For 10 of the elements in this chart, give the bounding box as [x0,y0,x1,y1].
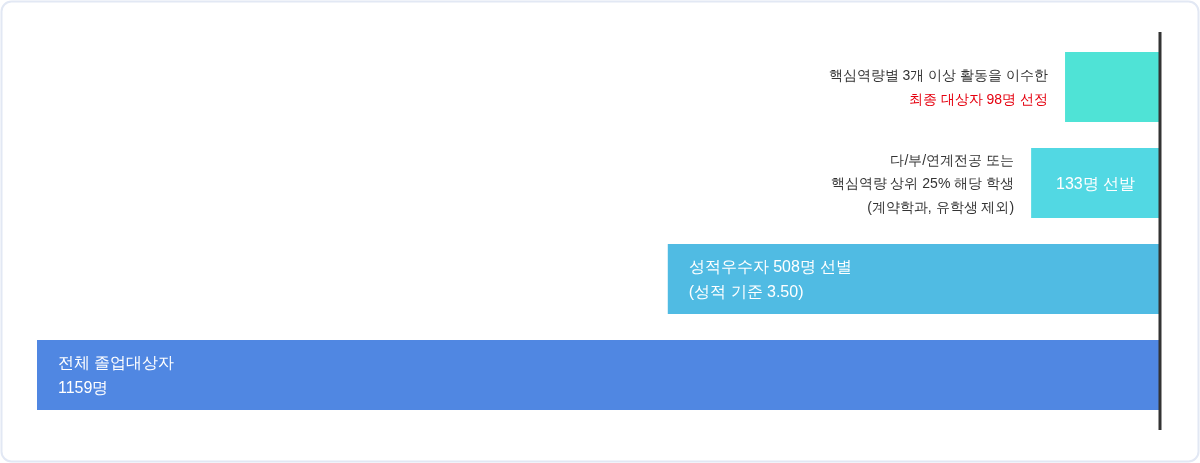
category-label: 전체 졸업대상자 [58,354,175,371]
category-label: 핵심역량 상위 25% 해당 학생 [830,175,1015,191]
category-label: 1159명 [58,379,109,396]
value-label: 최종 대상자 98명 선정 [908,90,1049,107]
category-label: 성적우수자 508명 선별 [688,258,853,275]
category-label: 핵심역량별 3개 이상 활동을 이수한 [828,67,1049,84]
category-label: 다/부/연계전공 또는 [890,151,1015,168]
category-label: (계약학과, 유학생 제외) [867,198,1015,215]
value-label: 133명 선발 [1056,174,1136,192]
category-label: (성적 기준 3.50) [688,283,804,300]
